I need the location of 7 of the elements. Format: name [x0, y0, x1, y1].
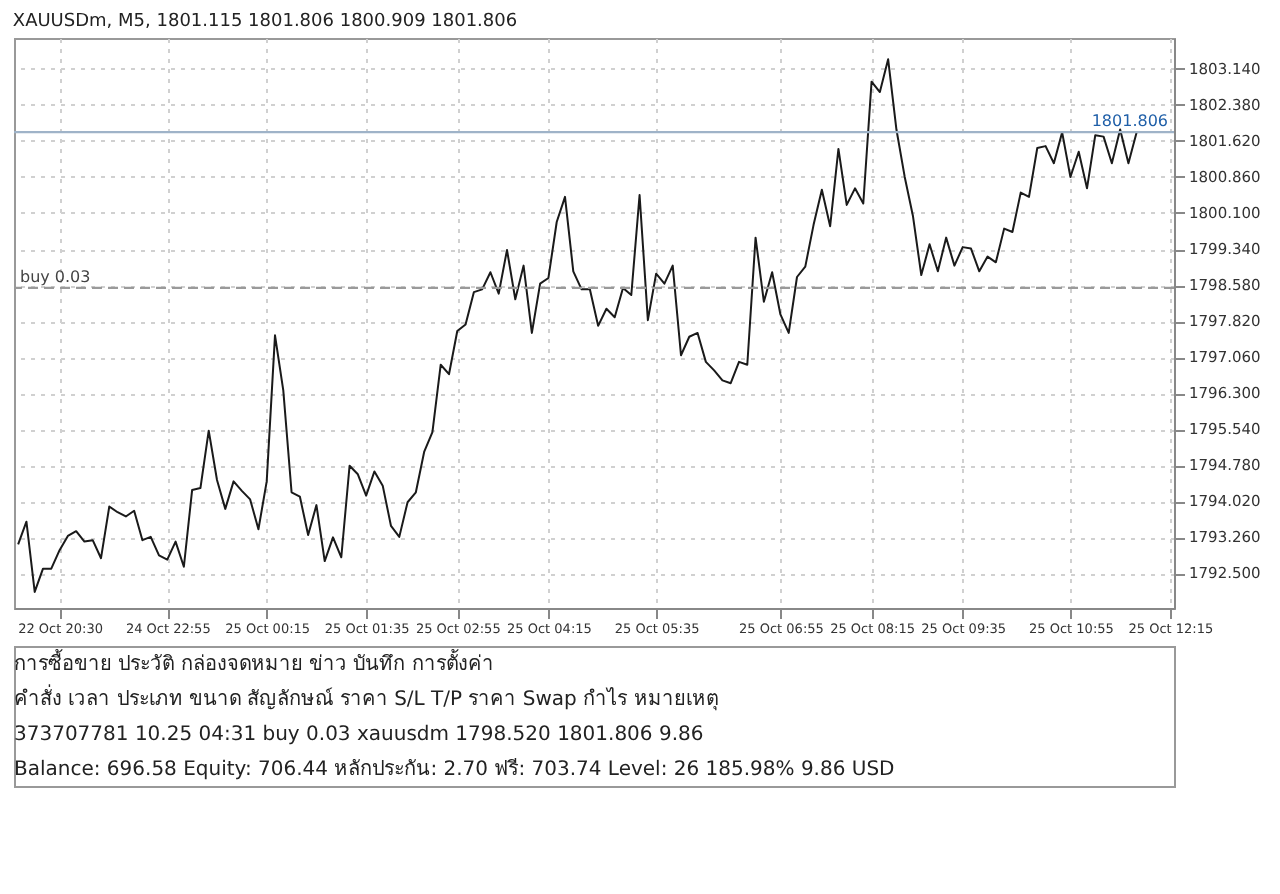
text: Balance: 696.58 Equity: 706.44 หลักประกัน: 2.70 ฟรี: 703.74 Level: 26 185.98% 9.86 USD [14, 756, 896, 781]
chart-title: XAUUSDm, M5, 1801.115 1801.806 1800.909 1801.806 [12, 12, 518, 32]
ref-line-label: buy 0.03 [20, 267, 91, 286]
text: 373707781 10.25 04:31 buy 0.03 xauusdm 1798.520 1801.806 9.86 [14, 723, 704, 746]
ref-line-label: 1801.806 [1091, 112, 1168, 131]
text: การซื้อขาย ประวัติ กล่องจดหมาย ข่าว บันทึก การตั้งค่า [14, 647, 494, 676]
text: คำสั่ง เวลา ประเภท ขนาด สัญลักษณ์ ราคา S/L T/P ราคา Swap กำไร หมายเหตุ [14, 682, 718, 711]
